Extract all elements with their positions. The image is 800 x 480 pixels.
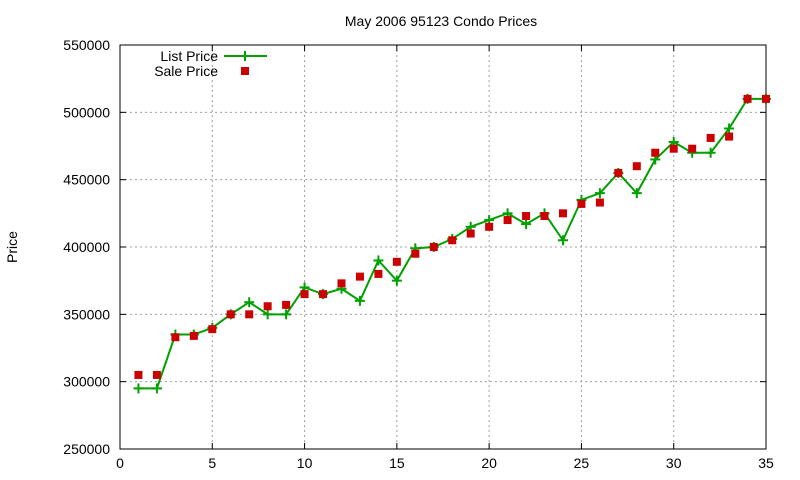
list-price-point xyxy=(594,188,605,199)
sale-price-point xyxy=(355,272,364,281)
list-price-point xyxy=(557,235,568,246)
sale-price-point xyxy=(319,290,328,299)
sale-price-point xyxy=(152,370,161,379)
sale-price-point xyxy=(503,216,512,225)
sale-price-point xyxy=(743,94,752,103)
sale-price-point xyxy=(762,94,770,103)
legend-label-list-price: List Price xyxy=(160,48,218,64)
legend-label-sale-price: Sale Price xyxy=(154,63,218,79)
y-tick-label-350000: 350000 xyxy=(63,306,110,322)
y-tick-label-500000: 500000 xyxy=(63,104,110,120)
chart-title: May 2006 95123 Condo Prices xyxy=(345,13,537,29)
sale-price-point xyxy=(651,148,660,157)
sale-price-point xyxy=(669,144,678,153)
legend-marker-list-price xyxy=(240,51,250,61)
sale-price-point xyxy=(282,300,291,309)
list-price-point xyxy=(244,297,255,308)
axis-ticks: 0 5 10 15 20 25 30 35 250000 300000 350000 400000 45… xyxy=(63,37,774,471)
sale-price-point xyxy=(577,199,586,208)
y-axis-label: Price xyxy=(4,231,20,263)
y-tick-label-250000: 250000 xyxy=(63,441,110,457)
x-tick-label-10: 10 xyxy=(297,455,313,471)
sale-price-point xyxy=(706,133,715,142)
y-tick-label-300000: 300000 xyxy=(63,374,110,390)
x-tick-label-5: 5 xyxy=(208,455,216,471)
sale-price-point xyxy=(134,370,143,379)
sale-price-point xyxy=(374,269,383,278)
x-tick-label-30: 30 xyxy=(666,455,682,471)
x-tick-label-20: 20 xyxy=(481,455,497,471)
sale-price-point xyxy=(448,236,457,245)
list-price-point xyxy=(262,309,273,320)
sale-price-point xyxy=(540,212,549,221)
sale-price-point xyxy=(725,132,734,141)
list-price-point xyxy=(521,219,532,230)
list-price-point xyxy=(391,275,402,286)
sale-price-point xyxy=(337,279,346,288)
grid xyxy=(120,45,766,449)
list-price-point xyxy=(151,383,162,394)
sale-price-point xyxy=(429,243,438,251)
sale-price-point xyxy=(522,212,531,221)
y-tick-label-400000: 400000 xyxy=(63,239,110,255)
legend: List Price Sale Price xyxy=(154,48,267,79)
y-tick-label-450000: 450000 xyxy=(63,172,110,188)
sale-price-series xyxy=(134,94,770,379)
sale-price-point xyxy=(614,168,623,177)
sale-price-point xyxy=(300,290,309,299)
sale-price-point xyxy=(392,257,401,266)
list-price-point xyxy=(631,188,642,199)
sale-price-point xyxy=(688,144,697,153)
sale-price-point xyxy=(245,310,254,319)
sale-price-point xyxy=(632,162,641,171)
x-tick-label-15: 15 xyxy=(389,455,405,471)
y-tick-label-550000: 550000 xyxy=(63,37,110,53)
list-price-point xyxy=(705,147,716,158)
sale-price-point xyxy=(208,325,217,334)
sale-price-point xyxy=(226,310,235,319)
list-price-point xyxy=(354,295,365,306)
legend-marker-sale-price xyxy=(241,67,249,75)
list-price-point xyxy=(724,123,735,134)
x-tick-label-35: 35 xyxy=(758,455,774,471)
sale-price-point xyxy=(466,229,475,238)
list-price-point xyxy=(133,383,144,394)
list-price-point xyxy=(281,309,292,320)
sale-price-point xyxy=(558,209,567,218)
sale-price-point xyxy=(485,222,494,231)
sale-price-point xyxy=(411,249,420,258)
x-tick-label-0: 0 xyxy=(116,455,124,471)
sale-price-point xyxy=(595,198,604,207)
x-tick-label-25: 25 xyxy=(574,455,590,471)
sale-price-point xyxy=(263,302,272,311)
list-price-point xyxy=(373,255,384,266)
sale-price-point xyxy=(171,333,180,342)
sale-price-point xyxy=(189,331,198,340)
